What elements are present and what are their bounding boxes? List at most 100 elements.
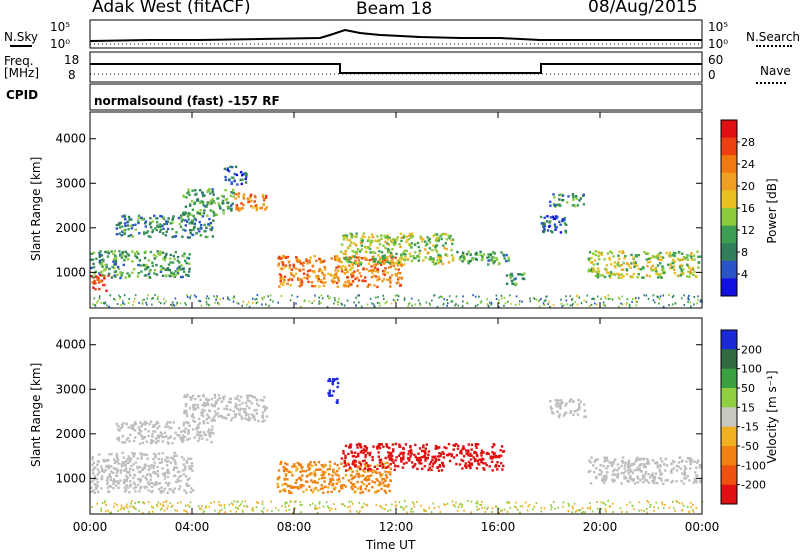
colorbar-segment	[721, 260, 737, 279]
power-ylabel: Slant Range [km]	[29, 156, 43, 261]
x-tick-label: 16:00	[481, 520, 516, 534]
noise-tick-right-bottom: 10⁰	[708, 37, 729, 51]
y-tick-label: 1000	[55, 471, 86, 485]
colorbar-segment	[721, 446, 737, 466]
velocity-near-range-noise	[91, 500, 704, 514]
x-axis-label: Time UT	[366, 538, 416, 552]
colorbar-tick-label: 16	[741, 202, 755, 215]
noise-search-legend-line	[756, 45, 792, 47]
colorbar-tick-label: -50	[741, 440, 759, 453]
colorbar-tick-label: 100	[741, 363, 762, 376]
colorbar-segment	[721, 137, 737, 156]
colorbar-frame	[720, 329, 738, 505]
colorbar-tick-label: 24	[741, 158, 755, 171]
freq-trace	[90, 63, 702, 74]
colorbar-tick-label: 8	[741, 246, 748, 259]
velocity-panel: 1000 2000 3000 4000	[55, 317, 704, 515]
freq-panel	[89, 51, 703, 83]
colorbar-segment	[721, 243, 737, 262]
cpid-text: normalsound (fast) -157 RF	[94, 94, 280, 108]
station-title: Adak West (fitACF)	[92, 0, 251, 17]
velocity-colorbar: 200 100 50 15 -15 -50 -100 -200	[720, 329, 766, 505]
x-tick-label: 04:00	[175, 520, 210, 534]
y-tick-label: 2000	[55, 221, 86, 235]
power-region-10	[539, 215, 568, 234]
power-colorbar: 28 24 20 16 12 8 4	[720, 119, 755, 297]
nave-legend-line	[756, 82, 786, 84]
freq-tick-top: 18	[64, 53, 80, 67]
freq-tick-bottom: 8	[68, 68, 76, 82]
power-region-8	[456, 250, 511, 266]
power-region-2	[115, 214, 215, 239]
velocity-region-5	[327, 377, 340, 404]
colorbar-segment	[721, 172, 737, 191]
y-tick-label: 3000	[55, 176, 86, 190]
colorbar-segment	[721, 388, 737, 408]
cpid-panel	[89, 83, 703, 111]
noise-sky-trace	[89, 28, 702, 42]
noise-tick-left-bottom: 10⁰	[50, 37, 71, 51]
nave-tick-bottom: 0	[708, 68, 716, 82]
power-region-5	[223, 165, 248, 186]
noise-sky-label: N.Sky	[4, 30, 39, 44]
y-tick-label: 2000	[55, 427, 86, 441]
colorbar-segment	[721, 484, 737, 505]
colorbar-tick-label: 15	[741, 401, 755, 414]
velocity-region-1	[115, 420, 215, 445]
x-tick-label: 12:00	[379, 520, 414, 534]
power-region-12	[587, 250, 702, 279]
power-region-9	[505, 272, 526, 287]
colorbar-segment	[721, 426, 737, 447]
colorbar-tick-label: -100	[741, 459, 766, 472]
colorbar-segment	[721, 225, 737, 244]
colorbar-segment	[721, 208, 737, 227]
velocity-region-7	[587, 456, 702, 485]
colorbar-tick-label: 200	[741, 343, 762, 356]
colorbar-segment	[721, 120, 737, 139]
cpid-label: CPID	[6, 88, 39, 102]
power-region-7	[340, 232, 455, 266]
colorbar-segment	[721, 278, 737, 297]
colorbar-segment	[721, 349, 737, 370]
colorbar-segment	[721, 368, 737, 389]
power-region-4	[234, 192, 268, 212]
velocity-region-4	[340, 442, 506, 472]
velocity-region-0	[90, 451, 195, 495]
power-region-3	[181, 188, 236, 217]
y-tick-label: 1000	[55, 265, 86, 279]
y-tick-label: 4000	[55, 338, 86, 352]
date-label: 08/Aug/2015	[588, 0, 698, 17]
power-region-1	[90, 250, 191, 280]
colorbar-segment	[721, 330, 737, 350]
velocity-region-2	[183, 393, 269, 423]
colorbar-tick-label: 20	[741, 180, 755, 193]
colorbar-segment	[721, 155, 737, 174]
velocity-ylabel: Slant Range [km]	[29, 362, 43, 467]
colorbar-segment	[721, 407, 737, 428]
noise-sky-legend-line	[10, 45, 32, 47]
colorbar-tick-label: -15	[741, 421, 759, 434]
x-tick-label: 00:00	[685, 520, 720, 534]
colorbar-segment	[721, 190, 737, 209]
power-colorbar-label: Power [dB]	[765, 178, 779, 244]
velocity-colorbar-label: Velocity [m s⁻¹]	[765, 370, 779, 464]
colorbar-tick-label: 12	[741, 224, 755, 237]
freq-label: Freq.	[4, 54, 34, 68]
power-region-11	[549, 193, 586, 208]
freq-unit-label: [MHz]	[4, 66, 40, 80]
nave-tick-top: 60	[708, 53, 724, 67]
y-tick-label: 4000	[55, 132, 86, 146]
y-tick-label: 3000	[55, 382, 86, 396]
noise-panel	[89, 19, 703, 49]
x-tick-label: 20:00	[583, 520, 618, 534]
velocity-region-3	[276, 460, 393, 495]
noise-tick-right-top: 10⁵	[708, 20, 729, 34]
colorbar-tick-label: 28	[741, 136, 755, 149]
power-region-0	[90, 273, 110, 292]
colorbar-tick-label: 4	[741, 268, 748, 281]
beam-label: Beam 18	[356, 0, 433, 19]
noise-search-label: N.Search	[746, 30, 800, 44]
power-panel: 1000 2000 3000 4000	[55, 111, 703, 309]
velocity-region-6	[549, 398, 587, 419]
